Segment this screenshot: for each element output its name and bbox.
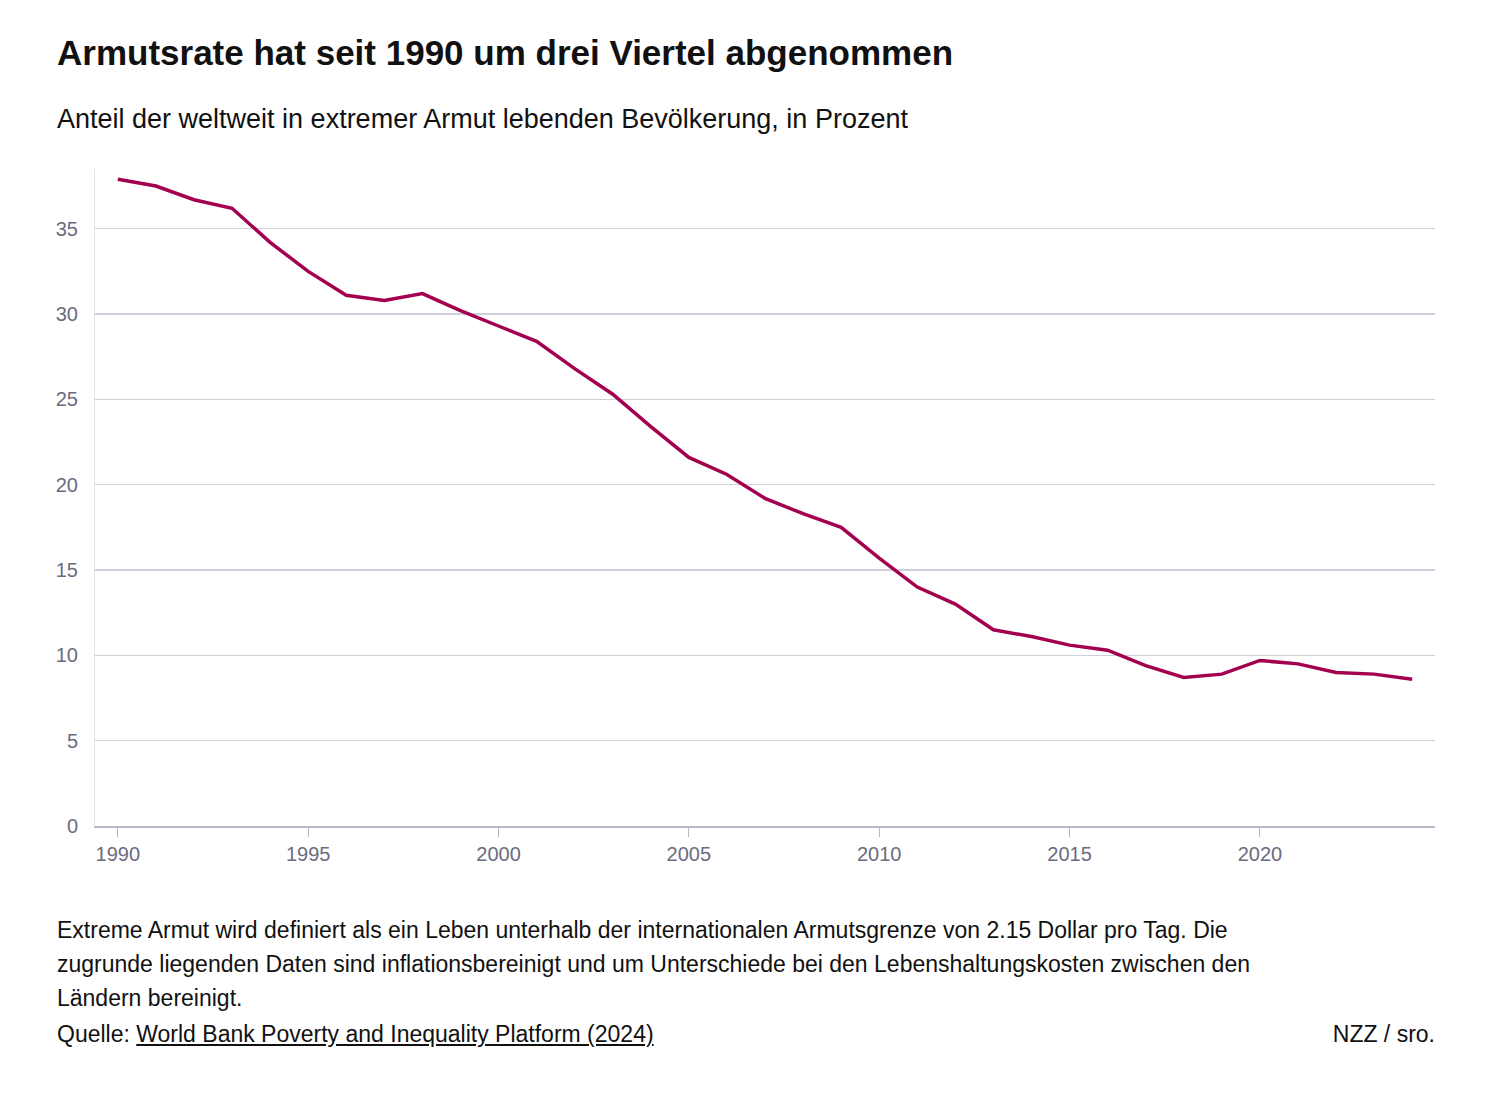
svg-text:25: 25 bbox=[56, 388, 78, 410]
svg-text:30: 30 bbox=[56, 303, 78, 325]
svg-text:2005: 2005 bbox=[667, 843, 712, 865]
svg-text:1995: 1995 bbox=[286, 843, 331, 865]
svg-text:15: 15 bbox=[56, 559, 78, 581]
svg-text:2000: 2000 bbox=[476, 843, 521, 865]
svg-text:35: 35 bbox=[56, 218, 78, 240]
html-text:NZZ / sro.: NZZ / sro. bbox=[1332, 1021, 1435, 1047]
html-text:Armutsrate hat seit 1990 um dr: Armutsrate hat seit 1990 um drei Viertel… bbox=[57, 33, 954, 72]
svg-text:10: 10 bbox=[56, 644, 78, 666]
svg-text:2015: 2015 bbox=[1047, 843, 1092, 865]
svg-text:5: 5 bbox=[67, 730, 78, 752]
html-text:Quelle: World Bank Poverty and: Quelle: World Bank Poverty and Inequalit… bbox=[57, 1021, 654, 1047]
svg-text:20: 20 bbox=[56, 474, 78, 496]
html-text:Extreme Armut wird definiert a: Extreme Armut wird definiert als ein Leb… bbox=[57, 917, 1250, 1011]
html-text:Anteil der weltweit in extreme: Anteil der weltweit in extremer Armut le… bbox=[57, 104, 908, 134]
svg-text:1990: 1990 bbox=[96, 843, 141, 865]
svg-text:2010: 2010 bbox=[857, 843, 902, 865]
svg-text:2020: 2020 bbox=[1238, 843, 1283, 865]
svg-text:0: 0 bbox=[67, 815, 78, 837]
